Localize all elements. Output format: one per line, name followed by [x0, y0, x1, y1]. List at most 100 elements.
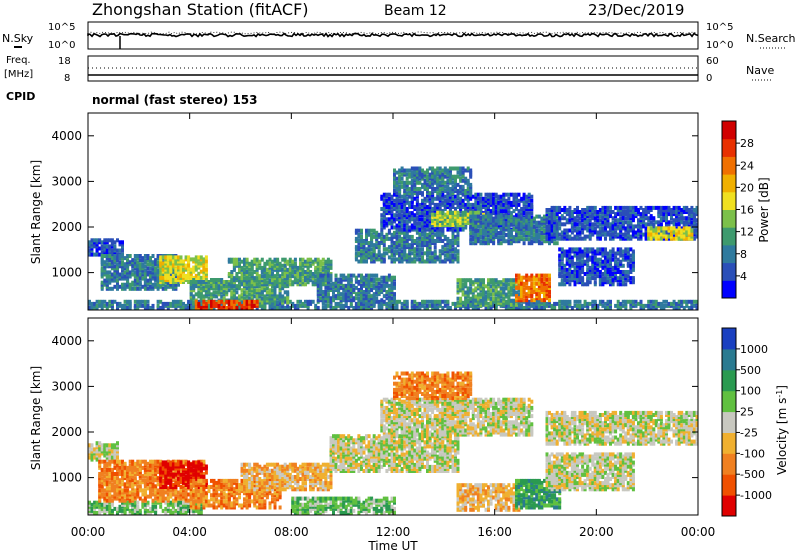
power-cell [136, 299, 140, 304]
power-cell [354, 236, 358, 241]
power-cell [314, 278, 318, 283]
power-cell [499, 241, 503, 246]
power-cell [482, 296, 485, 301]
power-cell [141, 264, 145, 269]
power-cell [479, 228, 483, 233]
power-cell [550, 306, 554, 310]
power-cell [187, 267, 191, 272]
power-cell [517, 202, 521, 207]
power-cell [466, 286, 470, 291]
power-cell [413, 253, 417, 258]
power-cell [138, 268, 142, 273]
power-cell [215, 286, 219, 291]
power-cell [408, 243, 412, 248]
power-cell [271, 306, 274, 310]
power-cell [400, 184, 404, 189]
power-cell [339, 292, 343, 297]
power-cell [149, 284, 152, 289]
power-cell [281, 298, 285, 303]
power-cell [408, 219, 412, 224]
power-cell [644, 228, 648, 233]
power-cell [164, 255, 168, 260]
power-cell [461, 205, 465, 209]
power-cell [421, 182, 424, 187]
power-cell [149, 266, 152, 271]
power-cell [459, 286, 463, 291]
power-cell [428, 174, 432, 179]
power-cell [637, 236, 640, 241]
power-cell [629, 301, 633, 306]
power-cell [217, 306, 221, 310]
power-cell [426, 232, 429, 237]
power-cell [177, 282, 180, 287]
power-cell [454, 301, 457, 306]
power-cell [665, 299, 668, 304]
power-cell [614, 205, 618, 210]
power-cell [456, 194, 460, 199]
power-cell [560, 236, 564, 241]
power-cell [339, 277, 343, 282]
power-cell [606, 230, 610, 235]
power-cell [606, 232, 610, 237]
power-cell [517, 279, 521, 284]
power-cell [253, 276, 257, 281]
power-cell [408, 205, 412, 209]
power-cell [215, 282, 219, 287]
power-cell [499, 280, 503, 285]
power-cell [288, 257, 292, 262]
power-cell [410, 178, 414, 183]
power-cell [428, 209, 432, 214]
power-cell [537, 222, 541, 227]
power-cell [118, 254, 122, 258]
power-cell [441, 192, 445, 197]
power-cell [232, 288, 236, 293]
power-cell [395, 234, 399, 239]
power-cell [596, 236, 600, 241]
power-cell [108, 244, 112, 249]
power-cell [393, 234, 396, 239]
power-cell [199, 269, 203, 274]
power-cell [243, 276, 246, 281]
power-cell [390, 243, 394, 248]
power-cell [474, 192, 478, 197]
power-cell [451, 174, 455, 179]
power-cell [459, 170, 463, 175]
power-cell [182, 301, 185, 306]
power-cell [202, 275, 206, 280]
power-cell [243, 261, 246, 266]
power-cell [634, 224, 638, 229]
power-cell [197, 271, 201, 276]
power-cell [189, 271, 193, 276]
power-cell [471, 294, 475, 299]
power-cell [464, 282, 468, 287]
power-cell [220, 286, 224, 291]
power-cell [555, 236, 559, 241]
power-cell [631, 301, 635, 306]
power-cell [586, 218, 590, 223]
power-cell [387, 255, 391, 260]
power-cell [527, 292, 531, 297]
power-cell [370, 277, 374, 282]
power-cell [527, 237, 531, 242]
power-cell [428, 303, 432, 308]
power-cell [494, 278, 498, 283]
power-cell [271, 265, 274, 270]
power-cell [260, 282, 264, 287]
power-cell [497, 223, 501, 228]
power-cell [260, 274, 264, 279]
power-cell [443, 184, 447, 189]
power-cell [471, 302, 475, 307]
power-cell [408, 215, 412, 220]
power-cell [482, 294, 485, 299]
power-cell [520, 283, 524, 288]
power-cell [492, 218, 496, 223]
power-cell [576, 222, 579, 227]
power-cell [466, 166, 470, 171]
power-cell [408, 213, 412, 218]
power-cell [565, 234, 569, 239]
power-cell [199, 303, 203, 308]
power-cell [489, 196, 493, 201]
power-cell [537, 228, 541, 233]
power-cell [548, 212, 551, 217]
power-cell [509, 222, 513, 227]
